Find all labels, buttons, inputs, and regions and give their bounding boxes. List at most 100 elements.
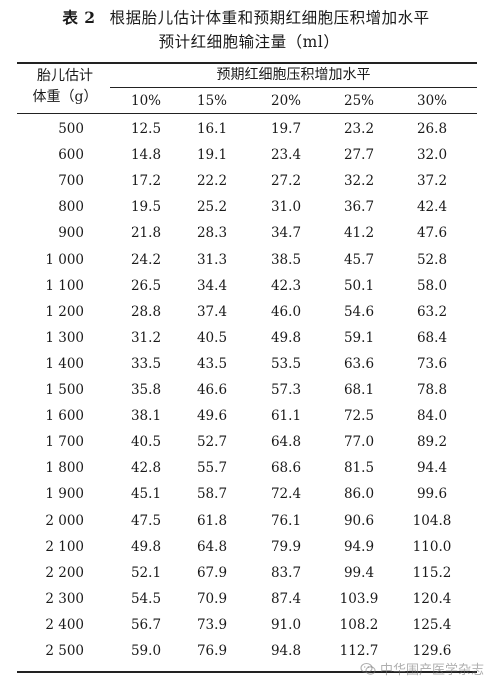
table-row: 1 600 38.1 49.6 61.1 72.5 84.0	[17, 403, 477, 429]
volume-cell: 46.6	[196, 382, 228, 398]
volume-cell: 59.1	[343, 329, 375, 346]
volume-cell: 26.5	[130, 277, 162, 294]
volume-cell: 31.0	[270, 199, 302, 216]
volume-cell: 68.6	[270, 460, 302, 477]
volume-cell: 38.5	[270, 251, 302, 268]
weight-cell: 1 800	[45, 460, 84, 477]
table-row: 1 700 40.5 52.7 64.8 77.0 89.2	[17, 429, 477, 455]
watermark-text: 中华围产医学杂志	[379, 663, 484, 678]
volume-cell: 19.5	[130, 199, 162, 216]
top-rule	[17, 62, 477, 64]
volume-cell: 35.8	[130, 382, 162, 398]
volume-cell: 42.3	[270, 277, 302, 294]
volume-cell: 86.0	[343, 486, 375, 503]
volume-cell: 42.8	[130, 460, 162, 477]
volume-cell: 125.4	[412, 616, 452, 633]
weight-cell: 1 500	[45, 382, 84, 398]
volume-cell: 22.2	[196, 173, 228, 190]
weight-cell: 1 900	[45, 486, 84, 503]
volume-cell: 40.5	[130, 434, 162, 451]
table-row: 1 000 24.2 31.3 38.5 45.7 52.8	[17, 247, 477, 273]
volume-cell: 37.4	[196, 303, 228, 320]
hematocrit-group-header: 预期红细胞压积增加水平	[216, 67, 371, 83]
weight-cell: 1 300	[45, 329, 84, 346]
volume-cell: 115.2	[412, 564, 452, 581]
volume-cell: 32.0	[416, 147, 448, 164]
table-row: 2 300 54.5 70.9 87.4 103.9 120.4	[17, 586, 477, 612]
table-row: 500 12.5 16.1 19.7 23.2 26.8	[17, 116, 477, 142]
volume-cell: 63.2	[416, 303, 448, 320]
volume-cell: 24.2	[130, 251, 162, 268]
volume-cell: 28.3	[196, 225, 228, 242]
table-row: 900 21.8 28.3 34.7 41.2 47.6	[17, 220, 477, 246]
volume-cell: 76.9	[196, 643, 228, 659]
volume-cell: 32.2	[343, 173, 375, 190]
volume-cell: 36.7	[343, 199, 375, 216]
weight-cell: 1 000	[45, 251, 84, 268]
volume-cell: 58.7	[196, 486, 228, 503]
volume-cell: 108.2	[339, 616, 379, 633]
volume-cell: 54.5	[130, 590, 162, 607]
weight-cell: 600	[58, 147, 84, 164]
bottom-rule	[17, 671, 477, 673]
volume-cell: 94.4	[416, 460, 448, 477]
volume-cell: 70.9	[196, 590, 228, 607]
table-number: 表 2	[62, 8, 96, 27]
volume-cell: 73.9	[196, 616, 228, 633]
volume-cell: 83.7	[270, 564, 302, 581]
volume-cell: 14.8	[130, 147, 162, 164]
volume-cell: 110.0	[412, 538, 452, 555]
volume-cell: 27.2	[270, 173, 302, 190]
weight-cell: 2 300	[45, 590, 84, 607]
table-row: 1 900 45.1 58.7 72.4 86.0 99.6	[17, 481, 477, 507]
volume-cell: 47.6	[416, 225, 448, 242]
volume-cell: 45.7	[343, 251, 375, 268]
volume-cell: 61.1	[270, 408, 302, 425]
volume-cell: 58.0	[416, 277, 448, 294]
volume-cell: 52.1	[130, 564, 162, 581]
volume-cell: 53.5	[270, 355, 302, 372]
volume-cell: 68.4	[416, 329, 448, 346]
table-row: 1 300 31.2 40.5 49.8 59.1 68.4	[17, 325, 477, 351]
table-row: 2 500 59.0 76.9 94.8 112.7 129.6	[17, 638, 477, 664]
volume-cell: 64.8	[196, 538, 228, 555]
table-row: 600 14.8 19.1 23.4 27.7 32.0	[17, 142, 477, 168]
volume-cell: 12.5	[130, 121, 162, 137]
volume-cell: 17.2	[130, 173, 162, 190]
volume-cell: 52.8	[416, 251, 448, 268]
weight-cell: 1 400	[45, 355, 84, 372]
volume-cell: 99.4	[343, 564, 375, 581]
title-line-1: 根据胎儿估计体重和预期红细胞压积增加水平	[109, 9, 430, 27]
volume-cell: 57.3	[270, 382, 302, 398]
percentage-header-cell: 10%	[130, 93, 161, 109]
volume-cell: 120.4	[412, 590, 452, 607]
volume-cell: 90.6	[343, 512, 375, 529]
volume-cell: 37.2	[416, 173, 448, 190]
volume-cell: 27.7	[343, 147, 375, 164]
weight-cell: 1 700	[45, 434, 84, 451]
volume-cell: 87.4	[270, 590, 302, 607]
volume-cell: 34.4	[196, 277, 228, 294]
volume-cell: 34.7	[270, 225, 302, 242]
volume-cell: 73.6	[416, 355, 448, 372]
percentage-header-row: 10% 15% 20% 25% 30%	[110, 91, 477, 111]
table-row: 1 400 33.5 43.5 53.5 63.6 73.6	[17, 351, 477, 377]
volume-cell: 42.4	[416, 199, 448, 216]
volume-cell: 72.5	[343, 408, 375, 425]
wechat-icon	[360, 662, 376, 675]
table-row: 1 100 26.5 34.4 42.3 50.1 58.0	[17, 273, 477, 299]
weight-cell: 2 400	[45, 616, 84, 633]
volume-cell: 94.9	[343, 538, 375, 555]
header-rule	[17, 113, 477, 114]
volume-cell: 55.7	[196, 460, 228, 477]
watermark: 中华围产医学杂志	[360, 659, 484, 678]
table-row: 1 200 28.8 37.4 46.0 54.6 63.2	[17, 299, 477, 325]
volume-cell: 16.1	[196, 121, 228, 137]
volume-cell: 89.2	[416, 434, 448, 451]
volume-cell: 46.0	[270, 303, 302, 320]
volume-cell: 63.6	[343, 355, 375, 372]
volume-cell: 21.8	[130, 225, 162, 242]
volume-cell: 38.1	[130, 408, 162, 425]
weight-cell: 2 000	[45, 512, 84, 529]
volume-cell: 112.7	[339, 643, 379, 659]
